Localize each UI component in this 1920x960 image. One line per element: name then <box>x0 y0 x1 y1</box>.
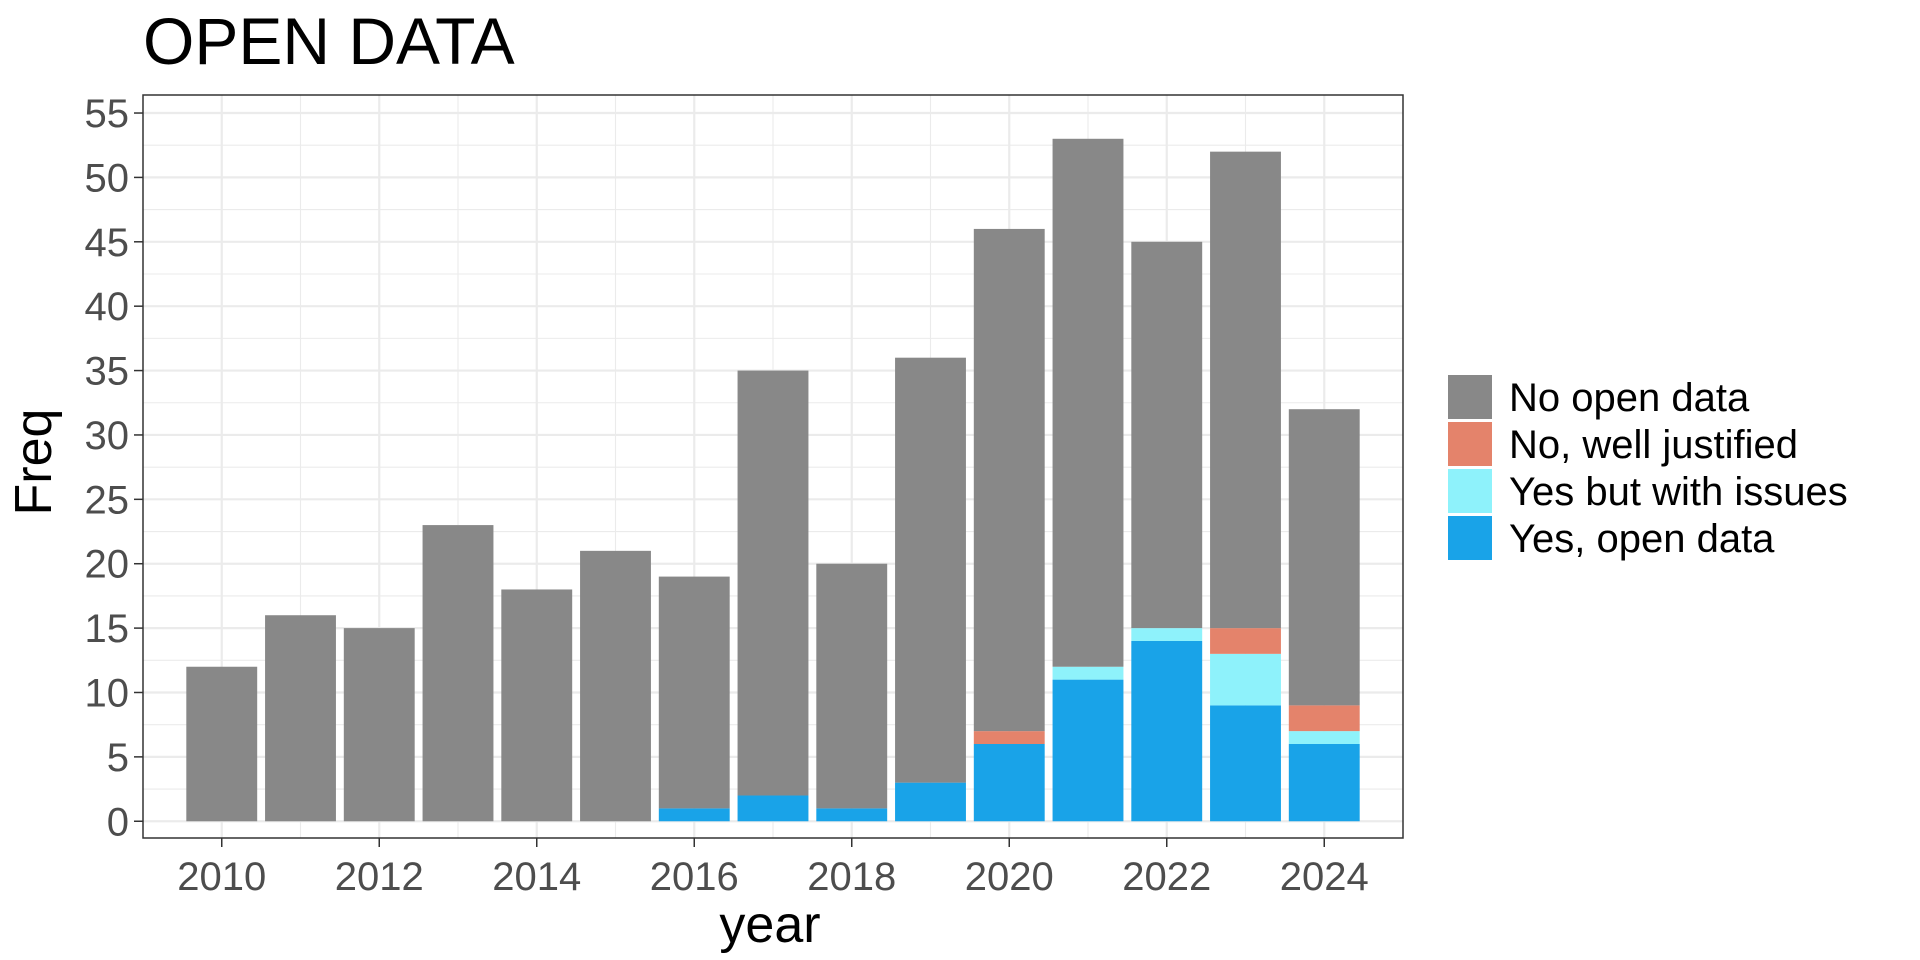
bar-segment <box>265 615 336 822</box>
legend-label: No open data <box>1509 376 1750 420</box>
y-tick-label: 50 <box>85 156 130 200</box>
bar-segment <box>422 525 494 822</box>
bar-segment <box>1288 409 1360 706</box>
bar-segment <box>973 228 1045 732</box>
y-tick-label: 5 <box>107 736 129 780</box>
bar-segment <box>1131 640 1203 822</box>
bar-segment <box>186 666 258 822</box>
x-tick-label: 2022 <box>1122 855 1211 899</box>
y-axis-title: Freq <box>5 409 63 516</box>
bar-segment <box>816 563 888 809</box>
bar-segment <box>1052 666 1124 680</box>
x-tick-label: 2024 <box>1280 855 1369 899</box>
legend-label: Yes, open data <box>1509 517 1775 561</box>
y-tick-label: 55 <box>85 92 130 136</box>
bar-segment <box>895 357 966 783</box>
bars <box>186 138 1360 822</box>
legend-label: Yes but with issues <box>1509 470 1848 514</box>
bar-segment <box>1210 151 1281 629</box>
y-tick-label: 30 <box>85 414 130 458</box>
bar-segment <box>501 589 573 822</box>
bar-segment <box>580 550 651 822</box>
y-tick-label: 0 <box>107 800 129 844</box>
x-tick-label: 2018 <box>807 855 896 899</box>
x-tick-label: 2014 <box>492 855 581 899</box>
x-axis-title: year <box>719 896 820 954</box>
chart-title: OPEN DATA <box>143 4 515 78</box>
y-tick-label: 35 <box>85 350 130 394</box>
x-tick-label: 2020 <box>965 855 1054 899</box>
bar-segment <box>737 795 809 822</box>
bar-segment <box>1052 138 1124 667</box>
legend-key <box>1448 422 1492 466</box>
y-axis: 0 5 10 15 20 25 30 35 40 45 50 55 <box>85 92 143 844</box>
bar-segment <box>1052 679 1124 822</box>
bar-segment <box>973 731 1045 744</box>
bar-segment <box>1288 743 1360 822</box>
y-tick-label: 15 <box>85 607 130 651</box>
x-axis: 2010 2012 2014 2016 2018 2020 2022 2024 <box>177 838 1369 899</box>
x-tick-label: 2016 <box>650 855 739 899</box>
bar-segment <box>895 782 966 822</box>
bar-segment <box>973 743 1045 822</box>
y-tick-label: 25 <box>85 478 130 522</box>
bar-segment <box>816 808 888 822</box>
legend-key <box>1448 375 1492 419</box>
x-tick-label: 2010 <box>177 855 266 899</box>
legend-key <box>1448 469 1492 513</box>
bar-segment <box>1131 241 1203 629</box>
bar-segment <box>1210 705 1281 822</box>
bar-segment <box>658 576 730 809</box>
bar-segment <box>343 628 415 822</box>
bar-segment <box>1288 731 1360 744</box>
bar-segment <box>1210 653 1281 706</box>
bar-segment <box>737 370 809 796</box>
panel-border <box>142 94 1404 839</box>
bar-segment <box>658 808 730 822</box>
y-tick-label: 10 <box>85 671 130 715</box>
legend-key <box>1448 516 1492 560</box>
y-tick-label: 45 <box>85 221 130 265</box>
y-tick-label: 20 <box>85 543 130 587</box>
bar-segment <box>1288 705 1360 732</box>
legend-label: No, well justified <box>1509 423 1798 467</box>
x-tick-label: 2012 <box>335 855 424 899</box>
bar-segment <box>1131 628 1203 641</box>
bar-segment <box>1210 628 1281 654</box>
y-tick-label: 40 <box>85 285 130 329</box>
plot-panel <box>142 94 1404 839</box>
